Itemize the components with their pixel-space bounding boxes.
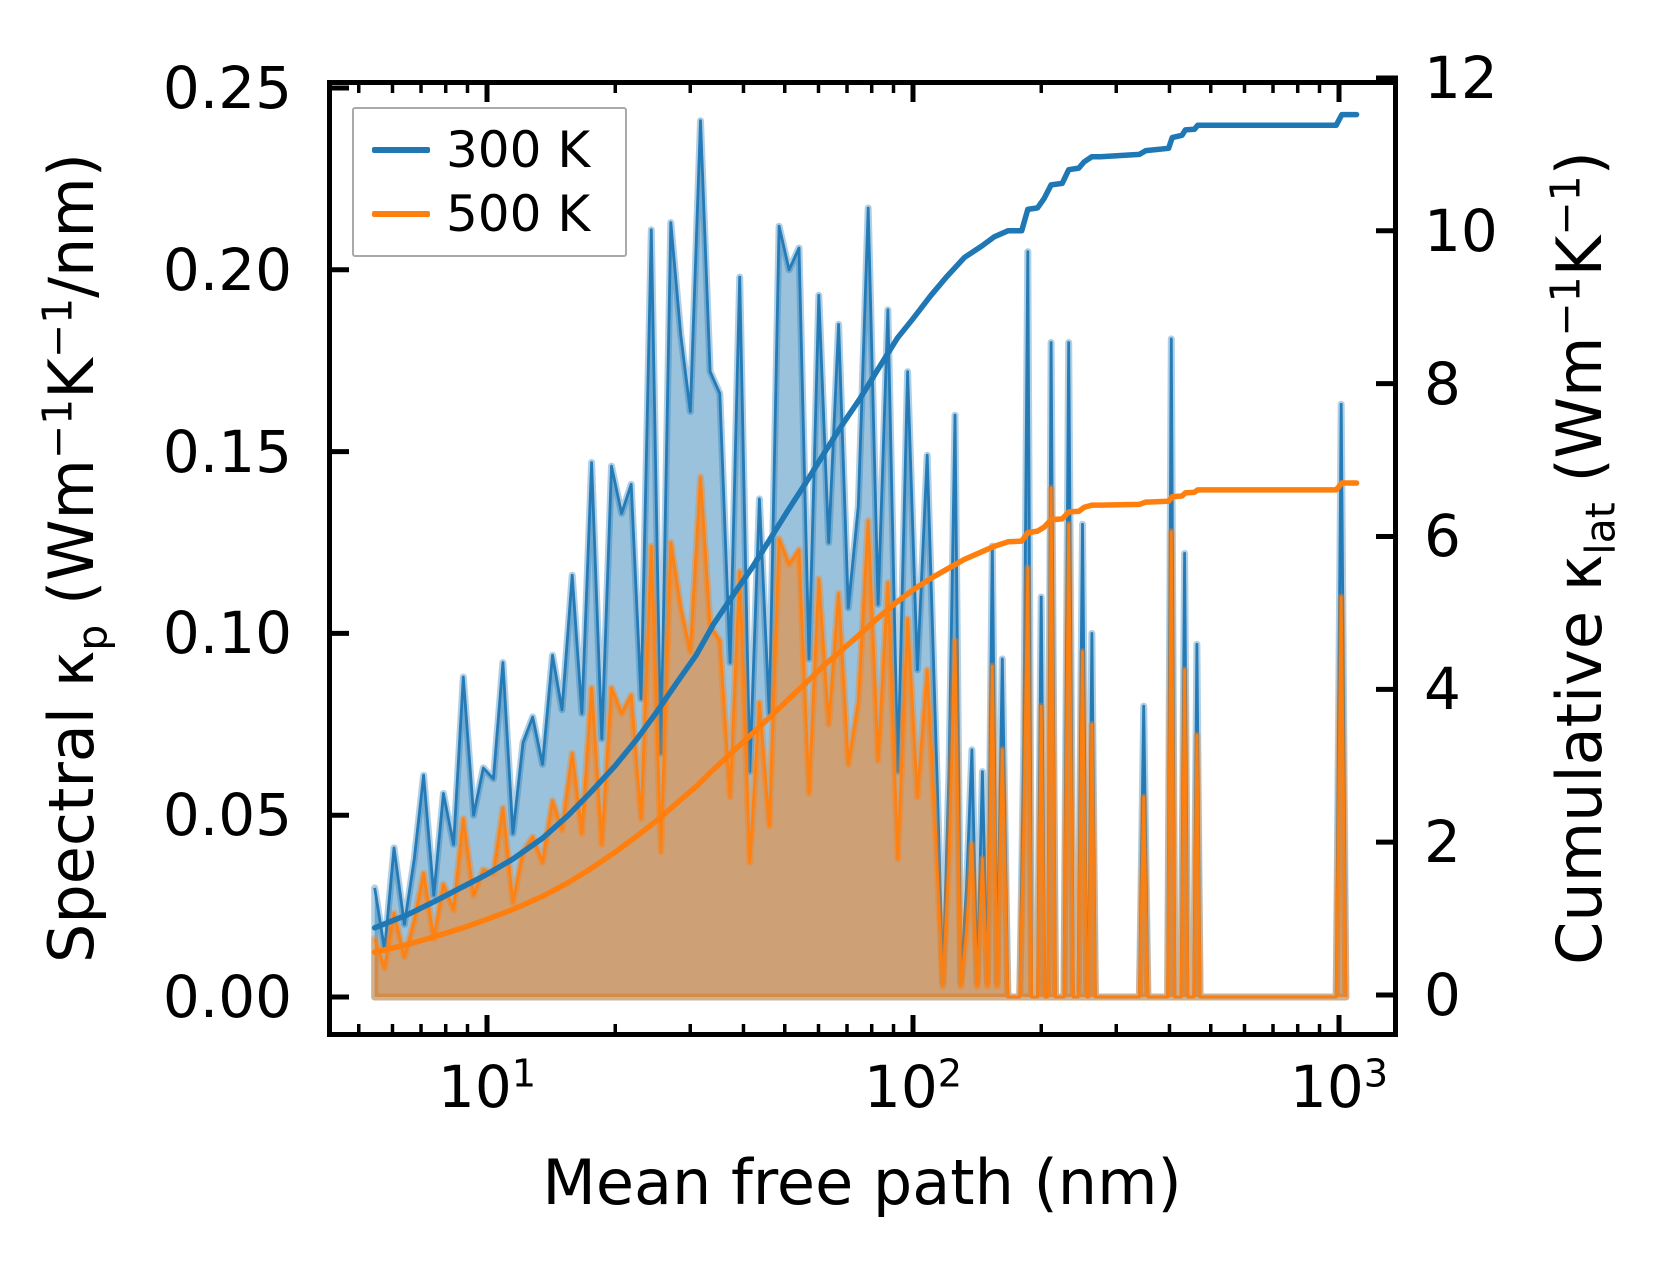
y-right-tick-label: 0 [1424, 961, 1461, 1029]
x-tick-label: 102 [864, 1055, 962, 1116]
x-axis-label: Mean free path (nm) [542, 1146, 1182, 1219]
legend-swatch-300k-line [372, 147, 430, 153]
cumulative-500k-line [371, 480, 1360, 955]
label-segment: −1 [1541, 175, 1590, 236]
y-left-tick-label: 0.05 [162, 781, 292, 850]
x-tick-base: 10 [863, 1053, 938, 1121]
label-segment: ) [1543, 151, 1616, 176]
y-right-tick-label: 6 [1424, 502, 1461, 571]
label-segment: (Wm [35, 459, 108, 625]
x-tick-exponent: 3 [1363, 1051, 1389, 1097]
y-right-tick-label: 12 [1424, 43, 1498, 112]
spectral-500k-line [373, 475, 1348, 999]
label-segment: Spectral κ [35, 650, 108, 963]
label-segment: K [1543, 235, 1616, 277]
legend-item-500k: 500 K [372, 189, 625, 239]
label-segment: −1 [1541, 276, 1590, 337]
legend-swatch-500k-line [372, 211, 430, 217]
x-tick-base: 10 [1289, 1053, 1364, 1121]
label-segment: p [68, 624, 117, 651]
x-tick-label: 103 [1290, 1055, 1388, 1116]
y-right-tick-label: 4 [1424, 655, 1461, 724]
y-right-tick-label: 10 [1424, 196, 1498, 265]
label-segment: /nm) [35, 153, 108, 298]
label-segment: −1 [33, 398, 82, 460]
label-segment: Cumulative κ [1543, 554, 1616, 965]
plot-data-layer [371, 111, 1360, 1001]
x-tick-label: 101 [438, 1055, 536, 1116]
cumulative-300k-line [371, 111, 1360, 931]
y-left-tick-label: 0.10 [162, 599, 292, 668]
legend-item-300k: 300 K [372, 125, 625, 175]
label-segment: −1 [33, 297, 82, 359]
label-segment: K [35, 358, 108, 399]
y-left-axis-label: Spectral κp (Wm−1K−1/nm) [33, 153, 116, 963]
y-right-axis-label: Cumulative κlat (Wm−1K−1) [1541, 151, 1624, 965]
y-right-tick-label: 8 [1424, 349, 1461, 418]
y-left-tick-label: 0.20 [162, 235, 292, 304]
y-left-tick-label: 0.15 [162, 417, 292, 486]
legend: 300 K 500 K [352, 107, 627, 257]
x-tick-base: 10 [437, 1053, 512, 1121]
y-left-tick-label: 0.25 [162, 54, 292, 122]
legend-label-300k: 300 K [446, 121, 591, 179]
label-segment: lat [1576, 502, 1625, 555]
legend-label-500k: 500 K [446, 185, 591, 243]
y-right-tick-label: 2 [1424, 808, 1461, 877]
x-tick-exponent: 1 [511, 1051, 537, 1097]
x-tick-exponent: 2 [937, 1051, 963, 1097]
axes-spines [327, 80, 1398, 1037]
label-segment: (Wm [1543, 336, 1616, 503]
y-left-tick-label: 0.00 [162, 963, 292, 1031]
